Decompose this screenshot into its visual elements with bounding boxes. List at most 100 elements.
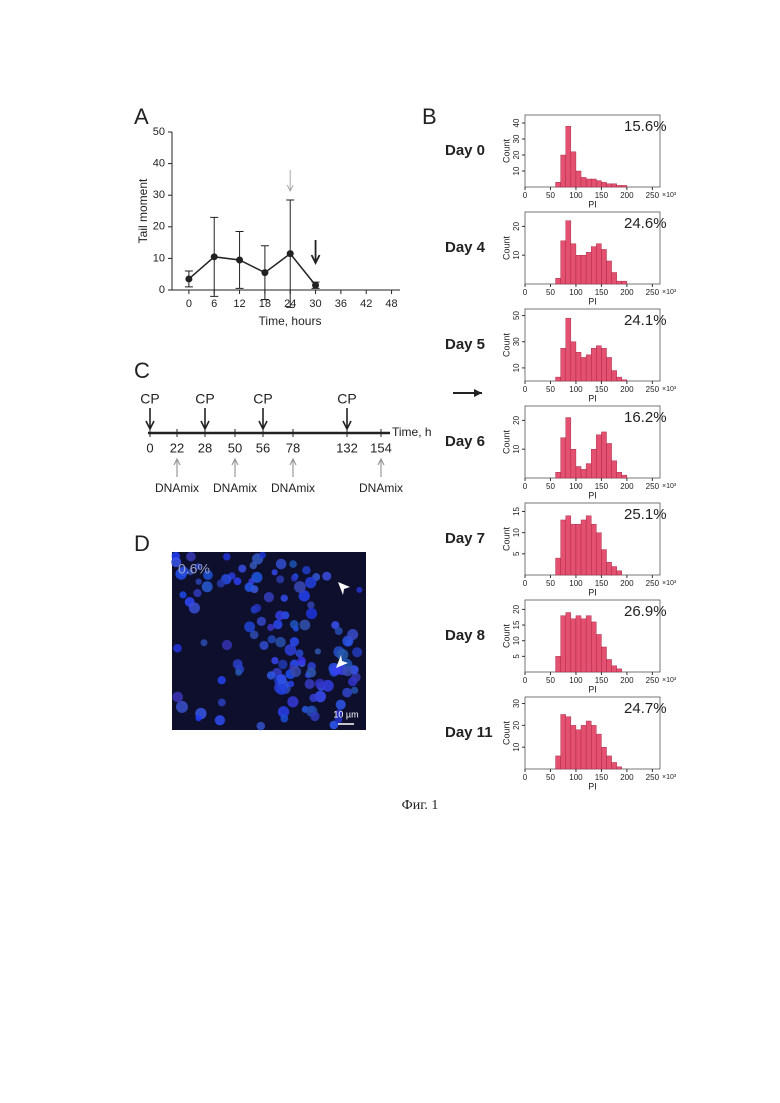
histogram-bar bbox=[576, 171, 581, 187]
histogram-bar bbox=[596, 734, 601, 769]
cell bbox=[264, 592, 274, 602]
day-label: Day 7 bbox=[445, 530, 485, 547]
cell bbox=[233, 659, 243, 669]
cell bbox=[287, 696, 298, 707]
x-tick-label: 50 bbox=[546, 288, 555, 297]
cell bbox=[276, 684, 287, 695]
x-tick-label: 50 bbox=[546, 773, 555, 782]
data-point bbox=[236, 256, 243, 263]
cell bbox=[290, 666, 301, 677]
x-tick-label: 100 bbox=[569, 676, 583, 685]
y-tick-label: 20 bbox=[512, 150, 521, 159]
x-tick-label: 30 bbox=[309, 298, 321, 310]
cell bbox=[306, 608, 317, 619]
percentage: 15.6% bbox=[624, 118, 667, 135]
x-tick-label: 50 bbox=[546, 385, 555, 394]
histogram-bar bbox=[566, 613, 571, 672]
cell bbox=[276, 575, 284, 583]
cell bbox=[251, 572, 262, 583]
event-label: DNAmix bbox=[213, 481, 257, 495]
cell bbox=[238, 565, 246, 573]
cell bbox=[342, 666, 352, 676]
histogram-bar bbox=[607, 562, 612, 575]
histogram-bar bbox=[612, 272, 617, 284]
histogram-bar bbox=[591, 247, 596, 284]
y-axis-label: Count bbox=[501, 527, 511, 552]
histogram-bar bbox=[576, 466, 581, 478]
y-tick-label: 30 bbox=[512, 134, 521, 143]
percentage: 24.7% bbox=[624, 700, 667, 717]
cell bbox=[281, 594, 288, 601]
histogram-bar bbox=[612, 461, 617, 478]
x-tick-label: 6 bbox=[211, 298, 217, 310]
day-label: Day 6 bbox=[445, 433, 485, 450]
histogram-bar bbox=[601, 747, 606, 769]
x-tick-label: 50 bbox=[546, 482, 555, 491]
cell bbox=[273, 620, 283, 630]
x-tick-label: 200 bbox=[620, 385, 634, 394]
x-tick-label: 100 bbox=[569, 385, 583, 394]
time-label: 56 bbox=[256, 440, 270, 455]
event-label: DNAmix bbox=[271, 481, 315, 495]
histogram-bar bbox=[622, 281, 627, 284]
x-tick-label: 100 bbox=[569, 191, 583, 200]
y-axis-label: Count bbox=[501, 430, 511, 455]
histogram-bar bbox=[601, 432, 606, 478]
event-label: CP bbox=[195, 391, 214, 407]
histogram-bar bbox=[607, 184, 612, 187]
cell bbox=[322, 572, 331, 581]
time-label: 132 bbox=[336, 440, 358, 455]
cell bbox=[268, 635, 276, 643]
y-tick-label: 10 bbox=[512, 250, 521, 259]
histogram-bar bbox=[581, 177, 586, 187]
cell bbox=[257, 617, 266, 626]
cell bbox=[215, 715, 225, 725]
histogram-bar bbox=[612, 762, 617, 769]
x-tick-label: 50 bbox=[546, 676, 555, 685]
y-tick-label: 10 bbox=[512, 444, 521, 453]
histogram-bar bbox=[561, 155, 566, 187]
cell bbox=[189, 602, 200, 613]
cell bbox=[335, 627, 343, 635]
data-point bbox=[287, 250, 294, 257]
x-tick-label: 150 bbox=[595, 288, 609, 297]
day-label: Day 4 bbox=[445, 239, 486, 256]
cell bbox=[348, 677, 357, 686]
cell bbox=[315, 679, 325, 689]
x-unit: ×10³ bbox=[662, 774, 677, 781]
cell bbox=[309, 694, 317, 702]
y-axis-label: Count bbox=[501, 624, 511, 649]
cell bbox=[272, 569, 278, 575]
cell bbox=[306, 667, 316, 677]
cell bbox=[278, 660, 287, 669]
histogram-bar bbox=[617, 377, 622, 381]
histogram-bar bbox=[566, 717, 571, 769]
cell bbox=[289, 560, 297, 568]
histogram-bar bbox=[622, 185, 627, 187]
event-label: DNAmix bbox=[155, 481, 199, 495]
y-tick-label: 10 bbox=[512, 742, 521, 751]
y-tick-label: 50 bbox=[512, 311, 521, 320]
cell bbox=[305, 679, 315, 689]
x-tick-label: 250 bbox=[646, 482, 660, 491]
histogram-bar bbox=[581, 255, 586, 284]
cell bbox=[356, 587, 362, 593]
panel-label: B bbox=[422, 104, 437, 129]
y-tick-label: 50 bbox=[153, 126, 165, 138]
x-tick-label: 0 bbox=[523, 482, 528, 491]
cell bbox=[201, 639, 208, 646]
histogram-bar bbox=[571, 725, 576, 769]
x-tick-label: 0 bbox=[523, 385, 528, 394]
histogram-bar bbox=[596, 634, 601, 672]
cell bbox=[294, 581, 306, 593]
x-axis-label: PI bbox=[588, 781, 597, 791]
histogram-bar bbox=[612, 666, 617, 672]
y-tick-label: 10 bbox=[512, 636, 521, 645]
cell bbox=[259, 552, 266, 559]
data-point bbox=[312, 282, 319, 289]
x-tick-label: 250 bbox=[646, 773, 660, 782]
histogram-bar bbox=[596, 533, 601, 575]
day-label: Day 0 bbox=[445, 142, 485, 159]
histogram-bar bbox=[571, 449, 576, 478]
histogram-bar bbox=[561, 714, 566, 769]
